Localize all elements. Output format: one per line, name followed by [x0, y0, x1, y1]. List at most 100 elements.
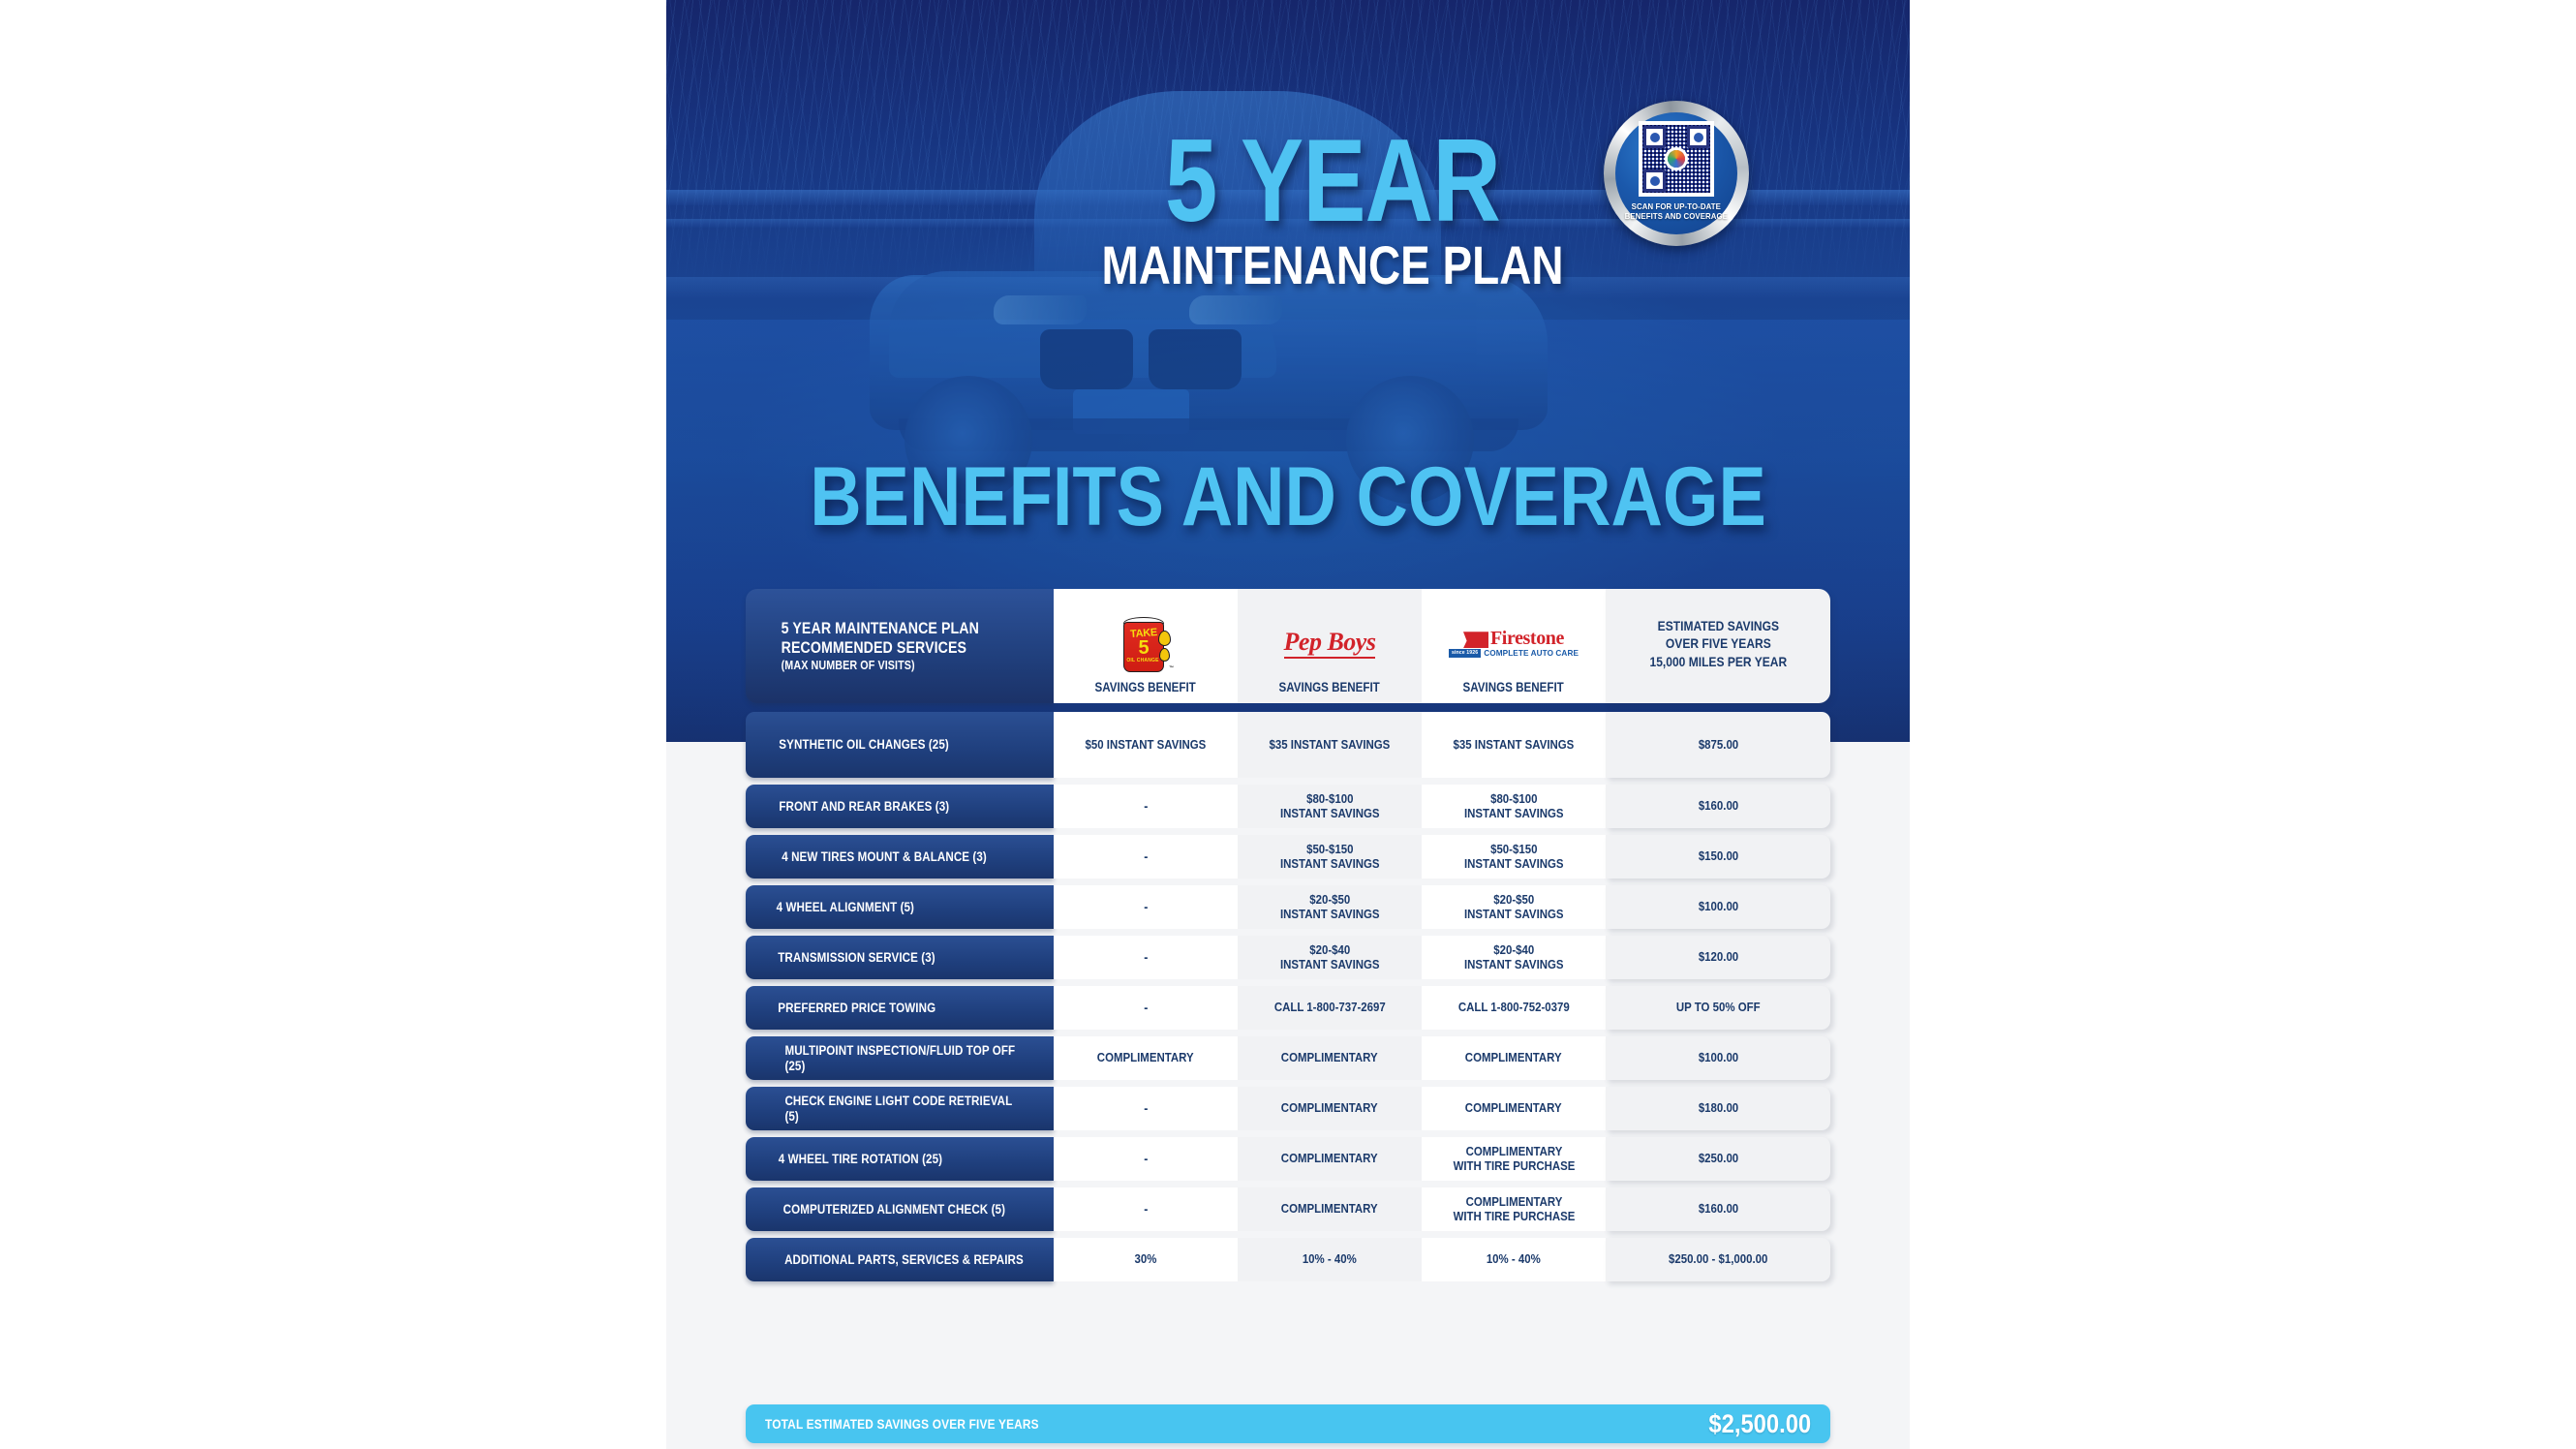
row-cell-text: CALL 1-800-737-2697 [1273, 1000, 1386, 1015]
row-cell-text: $100.00 [1698, 1050, 1738, 1065]
hero-title-secondary: MAINTENANCE PLAN [1101, 234, 1564, 296]
row-cell-text: $50-$150 INSTANT SAVINGS [1279, 841, 1380, 871]
table-row: PREFERRED PRICE TOWING - CALL 1-800-737-26… [746, 986, 1830, 1034]
row-cell-take5: COMPLIMENTARY [1054, 1036, 1238, 1080]
firestone-flag-icon [1462, 632, 1488, 649]
row-cell-firestone: $80-$100 INSTANT SAVINGS [1422, 785, 1606, 828]
row-cell-pepboys: CALL 1-800-737-2697 [1238, 986, 1422, 1030]
row-cell-text: 10% - 40% [1303, 1251, 1357, 1267]
row-cell-pepboys: $80-$100 INSTANT SAVINGS [1238, 785, 1422, 828]
row-cell-text: - [1143, 898, 1149, 914]
row-cell-text: - [1143, 848, 1149, 864]
header-provider-take5: TAKE 5 OIL CHANGE ™ SAVINGS BENEFIT [1054, 589, 1238, 703]
table-row: MULTIPOINT INSPECTION/FLUID TOP OFF (25)… [746, 1036, 1830, 1085]
qr-caption-line1: SCAN FOR UP-TO-DATE [1631, 201, 1722, 211]
header-savings-label: SAVINGS BENEFIT [1278, 679, 1381, 694]
row-cell-firestone: $35 INSTANT SAVINGS [1422, 712, 1606, 778]
header-provider-pepboys: Pep Boys SAVINGS BENEFIT [1238, 589, 1422, 703]
row-cell-estimated: $250.00 - $1,000.00 [1606, 1238, 1830, 1281]
row-cell-text: $250.00 [1698, 1151, 1738, 1166]
row-cell-text: $150.00 [1698, 848, 1738, 864]
row-cell-firestone: COMPLIMENTARY WITH TIRE PURCHASE [1422, 1187, 1606, 1231]
row-cell-firestone: CALL 1-800-752-0379 [1422, 986, 1606, 1030]
firestone-since-badge: since 1926 [1448, 649, 1482, 659]
take-5-oil-change-logo: TAKE 5 OIL CHANGE ™ [1119, 614, 1174, 674]
row-cell-text: $80-$100 INSTANT SAVINGS [1463, 790, 1564, 820]
row-cell-estimated: $120.00 [1606, 936, 1830, 979]
row-cell-take5: $50 INSTANT SAVINGS [1054, 712, 1238, 778]
total-savings-label: TOTAL ESTIMATED SAVINGS OVER FIVE YEARS [765, 1416, 1039, 1432]
row-cell-pepboys: $20-$40 INSTANT SAVINGS [1238, 936, 1422, 979]
table-row: 4 WHEEL ALIGNMENT (5) - $20-$50 INSTANT SAV… [746, 885, 1830, 934]
row-cell-text: $250.00 - $1,000.00 [1668, 1251, 1768, 1267]
qr-badge[interactable]: SCAN FOR UP-TO-DATE BENEFITS AND COVERAG… [1604, 101, 1749, 246]
hero-title-primary: 5 YEAR [1165, 114, 1501, 246]
row-cell-take5: - [1054, 986, 1238, 1030]
table-row: COMPUTERIZED ALIGNMENT CHECK (5) - COMPLIM… [746, 1187, 1830, 1236]
row-cell-text: COMPLIMENTARY [1097, 1050, 1194, 1065]
row-cell-estimated: $100.00 [1606, 885, 1830, 929]
qr-badge-inner: SCAN FOR UP-TO-DATE BENEFITS AND COVERAG… [1615, 112, 1737, 234]
table-row: 4 WHEEL TIRE ROTATION (25) - COMPLIMENTARY… [746, 1137, 1830, 1186]
qr-code-icon[interactable] [1639, 121, 1714, 197]
row-cell-pepboys: $20-$50 INSTANT SAVINGS [1238, 885, 1422, 929]
row-cell-firestone: 10% - 40% [1422, 1238, 1606, 1281]
row-cell-text: $20-$50 INSTANT SAVINGS [1279, 891, 1380, 921]
row-cell-estimated: $160.00 [1606, 1187, 1830, 1231]
row-service-text: SYNTHETIC OIL CHANGES (25) [779, 737, 949, 753]
row-cell-estimated: $875.00 [1606, 712, 1830, 778]
row-cell-pepboys: $50-$150 INSTANT SAVINGS [1238, 835, 1422, 879]
hero-subtitle: BENEFITS AND COVERAGE [810, 450, 1766, 543]
row-service-label: FRONT AND REAR BRAKES (3) [746, 785, 1054, 828]
header-title-line2: RECOMMENDED SERVICES [781, 638, 967, 657]
hero-title-block: 5 YEAR MAINTENANCE PLAN [666, 114, 1910, 296]
header-provider-firestone: Firestone since 1926 COMPLETE AUTO CARE … [1422, 589, 1606, 703]
benefits-table: 5 YEAR MAINTENANCE PLAN RECOMMENDED SERV… [746, 589, 1830, 1288]
firestone-tagline: COMPLETE AUTO CARE [1484, 649, 1579, 659]
row-cell-firestone: $50-$150 INSTANT SAVINGS [1422, 835, 1606, 879]
table-row: TRANSMISSION SERVICE (3) - $20-$40 INSTANT … [746, 936, 1830, 984]
row-cell-text: $160.00 [1698, 798, 1738, 814]
row-cell-text: $35 INSTANT SAVINGS [1269, 736, 1391, 752]
row-cell-text: $20-$50 INSTANT SAVINGS [1463, 891, 1564, 921]
row-cell-pepboys: COMPLIMENTARY [1238, 1187, 1422, 1231]
header-savings-label: SAVINGS BENEFIT [1462, 679, 1565, 694]
row-service-text: COMPUTERIZED ALIGNMENT CHECK (5) [782, 1201, 1006, 1217]
row-cell-estimated: $160.00 [1606, 785, 1830, 828]
row-cell-pepboys: 10% - 40% [1238, 1238, 1422, 1281]
row-cell-firestone: COMPLIMENTARY [1422, 1087, 1606, 1130]
row-cell-text: COMPLIMENTARY [1281, 1100, 1378, 1116]
row-service-label: SYNTHETIC OIL CHANGES (25) [746, 712, 1054, 778]
row-cell-text: - [1143, 1150, 1149, 1166]
row-service-text: 4 WHEEL ALIGNMENT (5) [776, 899, 915, 914]
row-cell-take5: - [1054, 885, 1238, 929]
table-row: FRONT AND REAR BRAKES (3) - $80-$100 INSTAN… [746, 785, 1830, 833]
row-cell-text: $120.00 [1698, 949, 1738, 965]
row-cell-pepboys: COMPLIMENTARY [1238, 1137, 1422, 1181]
row-service-label: TRANSMISSION SERVICE (3) [746, 936, 1054, 979]
row-cell-text: - [1143, 948, 1149, 965]
row-cell-estimated: $250.00 [1606, 1137, 1830, 1181]
row-service-text: ADDITIONAL PARTS, SERVICES & REPAIRS [784, 1251, 1024, 1267]
row-cell-text: UP TO 50% OFF [1675, 1000, 1761, 1015]
car-silhouette [870, 68, 1548, 523]
table-row: SYNTHETIC OIL CHANGES (25) $50 INSTANT SA… [746, 712, 1830, 783]
row-service-label: PREFERRED PRICE TOWING [746, 986, 1054, 1030]
row-service-text: PREFERRED PRICE TOWING [778, 1000, 936, 1015]
row-cell-text: COMPLIMENTARY [1465, 1100, 1562, 1116]
row-cell-take5: - [1054, 835, 1238, 879]
total-savings-value: $2,500.00 [1708, 1408, 1811, 1438]
row-cell-text: $20-$40 INSTANT SAVINGS [1279, 941, 1380, 971]
row-cell-take5: - [1054, 1187, 1238, 1231]
row-cell-text: $80-$100 INSTANT SAVINGS [1279, 790, 1380, 820]
row-cell-text: $875.00 [1698, 736, 1738, 752]
row-service-text: 4 WHEEL TIRE ROTATION (25) [778, 1151, 943, 1166]
row-service-text: CHECK ENGINE LIGHT CODE RETRIEVAL (5) [784, 1094, 1013, 1124]
estimated-line3: 15,000 MILES PER YEAR [1649, 653, 1787, 669]
estimated-line2: OVER FIVE YEARS [1665, 635, 1771, 652]
row-cell-text: $180.00 [1698, 1100, 1738, 1116]
row-cell-estimated: UP TO 50% OFF [1606, 986, 1830, 1030]
row-service-label: 4 WHEEL TIRE ROTATION (25) [746, 1137, 1054, 1181]
header-title-line3: (MAX NUMBER OF VISITS) [781, 659, 915, 672]
